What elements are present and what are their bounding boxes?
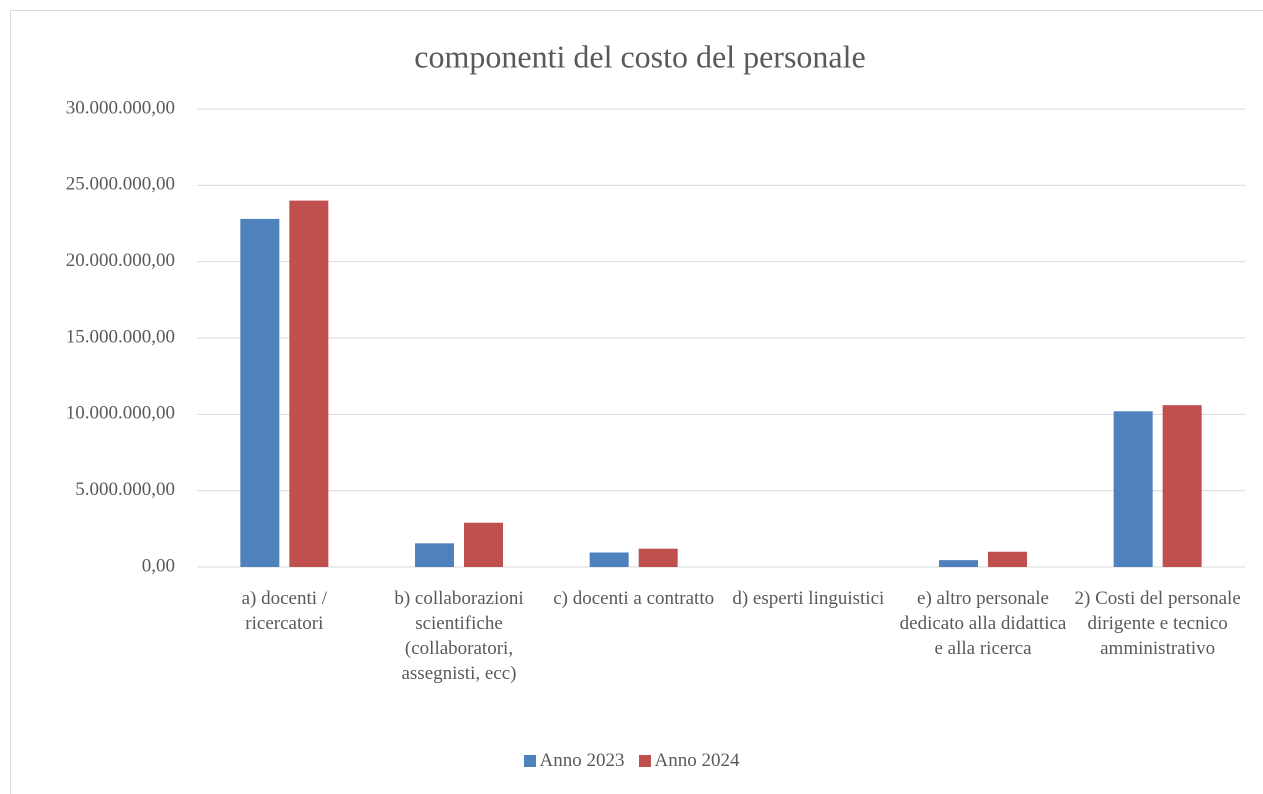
bar [464, 522, 503, 567]
bar [240, 218, 280, 568]
bar [638, 548, 678, 567]
chart-border [10, 10, 1263, 794]
x-tick-label: e) altro personale dedicato alla didatti… [899, 588, 1067, 659]
legend-item: Anno 2024 [638, 750, 740, 772]
x-tick-label: c) docenti a contratto [553, 588, 715, 609]
x-tick-label: d) esperti linguistici [732, 588, 885, 609]
y-tick-label: 15.000.000,00 [66, 326, 175, 347]
bar [415, 543, 454, 567]
chart-title: componenti del costo del personale [414, 38, 865, 74]
legend: Anno 2023 Anno 2024 [0, 750, 1263, 772]
x-tick-label: b) collaborazioni scientifiche (collabor… [394, 588, 524, 684]
legend-swatch [523, 755, 536, 767]
y-tick-label: 0,00 [142, 555, 175, 576]
legend-label: Anno 2023 [539, 750, 625, 771]
x-tick-label: 2) Costi del personale dirigente e tecni… [1074, 588, 1241, 659]
bar [589, 552, 629, 567]
bar [1162, 405, 1202, 567]
y-tick-label: 30.000.000,00 [66, 97, 175, 118]
legend-swatch [638, 755, 651, 767]
y-tick-label: 10.000.000,00 [66, 403, 175, 424]
y-tick-label: 20.000.000,00 [66, 250, 175, 271]
y-tick-label: 25.000.000,00 [66, 174, 175, 195]
bar [939, 560, 978, 567]
x-tick-label: a) docenti / ricercatori [241, 588, 328, 634]
y-tick-label: 5.000.000,00 [75, 479, 175, 500]
legend-label: Anno 2024 [654, 750, 740, 771]
bar [988, 551, 1027, 567]
bar [1113, 411, 1153, 567]
bar [289, 200, 329, 567]
legend-item: Anno 2023 [523, 750, 625, 772]
